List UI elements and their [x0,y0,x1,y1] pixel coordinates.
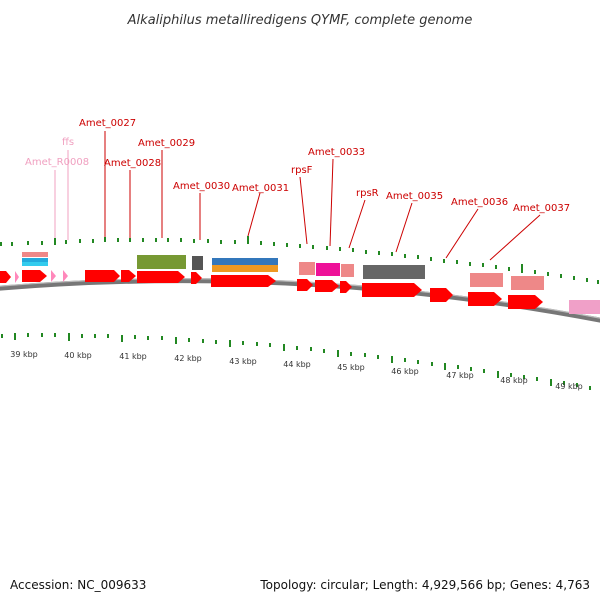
gene-arrow[interactable] [0,271,11,283]
gene-arrow[interactable] [468,292,502,306]
gene-arrow[interactable] [508,295,543,309]
kbp-label: 44 kbp [283,360,311,369]
label-leader-lines [54,131,541,261]
cog-blocks [22,252,600,314]
accession-info: Accession: NC_009633 [10,578,147,592]
gene-arrow[interactable] [297,279,313,291]
gene-arrow[interactable] [85,270,120,282]
gene-label[interactable]: Amet_0035 [386,191,443,202]
gene-arrow[interactable] [137,271,185,283]
gene-arrow[interactable] [211,275,276,287]
gene-label[interactable]: Amet_0030 [173,181,230,192]
gene-label[interactable]: Amet_0033 [308,147,365,158]
gene-arrow[interactable] [430,288,453,302]
gene-label[interactable]: rpsF [291,165,313,176]
upper-tick-row [0,236,599,284]
kbp-label: 42 kbp [174,354,202,363]
gene-label[interactable]: Amet_0028 [104,158,161,169]
gene-label[interactable]: Amet_0036 [451,197,508,208]
gene-label[interactable]: Amet_0029 [138,138,195,149]
gene-label[interactable]: Amet_0037 [513,203,570,214]
gene-arrow[interactable] [315,280,339,292]
kbp-label: 39 kbp [10,350,38,359]
kbp-label: 46 kbp [391,367,419,376]
gene-arrow[interactable] [121,270,136,282]
gene-label[interactable]: Amet_0027 [79,118,136,129]
scale-tick-row [1,333,591,390]
gene-label[interactable]: rpsR [356,188,379,199]
kbp-label: 41 kbp [119,352,147,361]
topology-info: Topology: circular; Length: 4,929,566 bp… [260,578,590,592]
gene-arrow[interactable] [191,272,202,284]
kbp-label: 40 kbp [64,351,92,360]
gene-arrows [0,270,543,309]
gene-label[interactable]: Amet_0031 [232,183,289,194]
kbp-label: 47 kbp [446,371,474,380]
kbp-label: 49 kbp [555,382,583,391]
gene-arrow[interactable] [340,281,352,293]
gene-arrow[interactable] [51,270,56,282]
kbp-label: 45 kbp [337,363,365,372]
gene-arrow[interactable] [15,271,19,283]
kbp-label: 48 kbp [500,376,528,385]
gene-arrow[interactable] [63,270,68,282]
map-title: Alkaliphilus metalliredigens QYMF, compl… [127,13,473,28]
gene-label[interactable]: Amet_R0008 [25,157,89,168]
kbp-label: 43 kbp [229,357,257,366]
gene-arrow[interactable] [22,270,47,282]
gene-label[interactable]: ffs [62,137,74,148]
gene-arrow[interactable] [362,283,422,297]
